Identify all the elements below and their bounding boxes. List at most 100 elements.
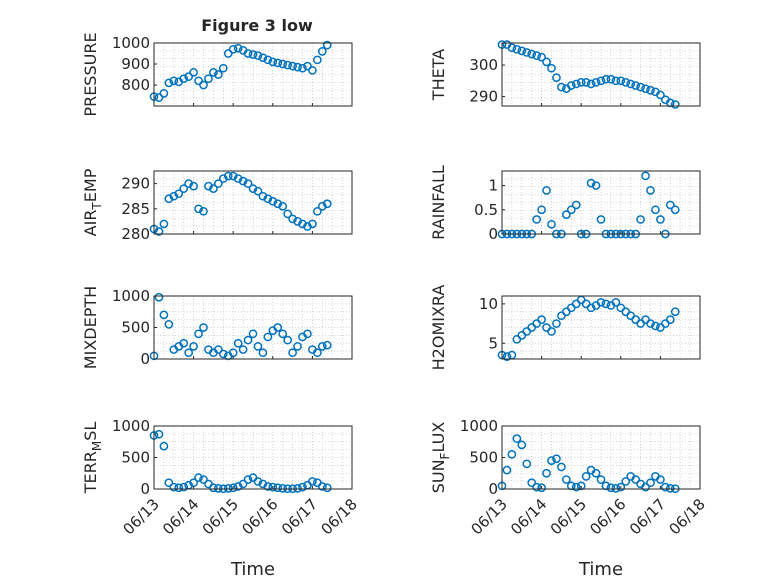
- data-point: [313, 478, 322, 488]
- data-point: [154, 93, 164, 102]
- data-point: [199, 80, 208, 90]
- data-point: [317, 47, 327, 56]
- data-point: [646, 186, 655, 195]
- data-point: [169, 482, 179, 492]
- data-point: [552, 319, 561, 328]
- data-point: [586, 178, 596, 188]
- data-point: [596, 76, 606, 86]
- data-point: [596, 215, 606, 224]
- data-point: [317, 482, 327, 491]
- y-axis-label-main: PRESSURE: [81, 32, 100, 116]
- x-tick-label: 06/15: [199, 495, 242, 538]
- data-point: [278, 329, 288, 339]
- subplot-air: 280 285 290 AIRTEMP: [81, 168, 353, 243]
- data-point: [547, 327, 556, 336]
- data-point: [194, 329, 203, 339]
- data-point: [238, 479, 248, 489]
- data-point: [631, 81, 641, 90]
- data-point: [591, 468, 601, 478]
- data-point: [571, 200, 581, 210]
- data-point: [322, 199, 332, 209]
- subplot-h2omixra: 5 10 H2OMIXRA: [429, 285, 701, 371]
- data-point: [532, 215, 542, 224]
- data-point: [243, 475, 253, 484]
- x-tick-label: 06/18: [318, 495, 361, 538]
- axes-box: [501, 42, 701, 107]
- data-point: [298, 63, 307, 73]
- data-point: [308, 65, 317, 75]
- data-point: [283, 60, 292, 70]
- y-tick-label: 500: [121, 319, 150, 337]
- data-point: [174, 189, 184, 199]
- y-tick-label: 1000: [460, 417, 498, 435]
- data-point: [552, 73, 561, 83]
- data-point: [322, 340, 332, 350]
- data-point: [204, 181, 213, 191]
- data-point: [606, 483, 616, 493]
- data-point: [268, 482, 278, 492]
- data-point: [522, 327, 532, 336]
- data-point: [194, 76, 203, 86]
- y-axis-label-main: THETA: [429, 49, 448, 101]
- data-point: [606, 74, 616, 84]
- data-point: [537, 52, 546, 62]
- x-tick-label: 06/14: [507, 495, 550, 538]
- data-point: [661, 319, 670, 328]
- data-point: [164, 478, 174, 488]
- data-point: [164, 194, 174, 204]
- data-point: [591, 181, 601, 190]
- y-tick-label: 290: [121, 175, 150, 193]
- data-point: [502, 465, 512, 475]
- data-point: [179, 184, 189, 193]
- data-point: [641, 171, 650, 181]
- data-point: [194, 473, 203, 483]
- y-axis-label-subscript: F: [438, 452, 452, 459]
- data-point: [611, 484, 621, 493]
- subplot-mixdepth: 0 500 1000 MIXDEPTH: [81, 286, 353, 369]
- data-point: [179, 482, 189, 492]
- data-point: [223, 171, 233, 181]
- x-tick-label: 06/18: [666, 495, 709, 538]
- data-point: [253, 186, 263, 196]
- data-point: [263, 482, 273, 491]
- data-point: [621, 78, 631, 87]
- data-point: [154, 227, 164, 236]
- data-point: [661, 482, 670, 492]
- y-tick-label: 1: [488, 177, 498, 195]
- data-point: [253, 51, 263, 60]
- data-point: [209, 184, 218, 193]
- y-tick-label: 1000: [112, 34, 150, 52]
- data-point: [313, 55, 322, 65]
- y-tick-label: 0: [488, 480, 498, 498]
- data-point: [611, 76, 621, 86]
- y-axis-label-rest: EMP: [81, 168, 100, 202]
- data-point: [184, 348, 193, 358]
- data-point: [258, 479, 268, 489]
- y-tick-label: 290: [469, 88, 498, 106]
- y-tick-label: 800: [121, 76, 150, 94]
- data-point: [233, 482, 243, 491]
- data-point: [189, 181, 198, 191]
- data-point: [636, 215, 645, 224]
- data-point: [562, 210, 571, 219]
- data-point: [532, 51, 542, 60]
- data-point: [313, 348, 322, 358]
- y-tick-label: 1000: [112, 417, 150, 435]
- data-point: [273, 58, 283, 68]
- data-point: [636, 82, 645, 92]
- data-point: [283, 209, 292, 219]
- data-point: [646, 478, 655, 488]
- data-point: [273, 483, 283, 493]
- data-point: [293, 62, 302, 72]
- data-point: [159, 219, 169, 229]
- data-point: [507, 450, 517, 459]
- data-point: [209, 68, 218, 77]
- data-point: [159, 89, 169, 98]
- data-point: [214, 179, 223, 188]
- y-axis-label: TERRMSL: [81, 422, 104, 495]
- data-point: [542, 186, 551, 195]
- data-point: [278, 484, 288, 493]
- data-point: [298, 482, 307, 492]
- data-point: [631, 475, 641, 484]
- y-axis-label-main: H2OMIXRA: [429, 285, 448, 371]
